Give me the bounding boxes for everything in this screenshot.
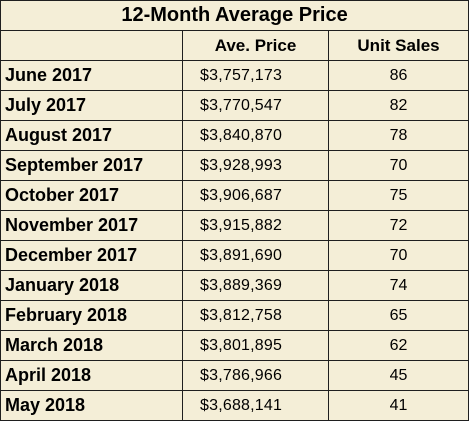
month-cell: October 2017 xyxy=(0,180,183,211)
month-cell: May 2018 xyxy=(0,390,183,421)
sales-cell: 74 xyxy=(327,270,470,301)
price-cell: $3,891,690 xyxy=(182,240,329,271)
price-cell: $3,840,870 xyxy=(182,120,329,151)
header-ave-price: Ave. Price xyxy=(182,30,329,61)
month-cell: November 2017 xyxy=(0,210,183,241)
table-row: August 2017 $3,840,870 78 xyxy=(0,120,470,151)
month-cell: September 2017 xyxy=(0,150,183,181)
sales-cell: 65 xyxy=(327,300,470,331)
table-row: July 2017 $3,770,547 82 xyxy=(0,90,470,121)
table-title: 12-Month Average Price xyxy=(0,0,470,31)
price-cell: $3,812,758 xyxy=(182,300,329,331)
sales-cell: 82 xyxy=(327,90,470,121)
sales-cell: 45 xyxy=(327,360,470,391)
month-cell: April 2018 xyxy=(0,360,183,391)
sales-cell: 78 xyxy=(327,120,470,151)
table-row: January 2018 $3,889,369 74 xyxy=(0,270,470,301)
table-row: April 2018 $3,786,966 45 xyxy=(0,360,470,391)
price-cell: $3,915,882 xyxy=(182,210,329,241)
month-cell: August 2017 xyxy=(0,120,183,151)
table-body: June 2017 $3,757,173 86 July 2017 $3,770,547… xyxy=(0,60,470,421)
month-cell: December 2017 xyxy=(0,240,183,271)
table-row: September 2017 $3,928,993 70 xyxy=(0,150,470,181)
price-cell: $3,757,173 xyxy=(182,60,329,91)
sales-cell: 41 xyxy=(327,390,470,421)
price-cell: $3,688,141 xyxy=(182,390,329,421)
price-cell: $3,786,966 xyxy=(182,360,329,391)
table-row: November 2017 $3,915,882 72 xyxy=(0,210,470,241)
price-cell: $3,928,993 xyxy=(182,150,329,181)
sales-cell: 72 xyxy=(327,210,470,241)
sales-cell: 62 xyxy=(327,330,470,361)
price-cell: $3,801,895 xyxy=(182,330,329,361)
table-row: December 2017 $3,891,690 70 xyxy=(0,240,470,271)
month-cell: June 2017 xyxy=(0,60,183,91)
month-cell: March 2018 xyxy=(0,330,183,361)
sales-cell: 70 xyxy=(327,240,470,271)
month-cell: February 2018 xyxy=(0,300,183,331)
sales-cell: 86 xyxy=(327,60,470,91)
price-cell: $3,770,547 xyxy=(182,90,329,121)
header-row: Ave. Price Unit Sales xyxy=(0,30,470,61)
header-month xyxy=(0,30,183,61)
sales-cell: 75 xyxy=(327,180,470,211)
sales-cell: 70 xyxy=(327,150,470,181)
header-unit-sales: Unit Sales xyxy=(327,30,470,61)
price-cell: $3,906,687 xyxy=(182,180,329,211)
title-row: 12-Month Average Price xyxy=(0,0,470,31)
month-cell: January 2018 xyxy=(0,270,183,301)
table-row: February 2018 $3,812,758 65 xyxy=(0,300,470,331)
price-cell: $3,889,369 xyxy=(182,270,329,301)
table-row: October 2017 $3,906,687 75 xyxy=(0,180,470,211)
table-row: June 2017 $3,757,173 86 xyxy=(0,60,470,91)
month-cell: July 2017 xyxy=(0,90,183,121)
table-row: March 2018 $3,801,895 62 xyxy=(0,330,470,361)
table-row: May 2018 $3,688,141 41 xyxy=(0,390,470,421)
